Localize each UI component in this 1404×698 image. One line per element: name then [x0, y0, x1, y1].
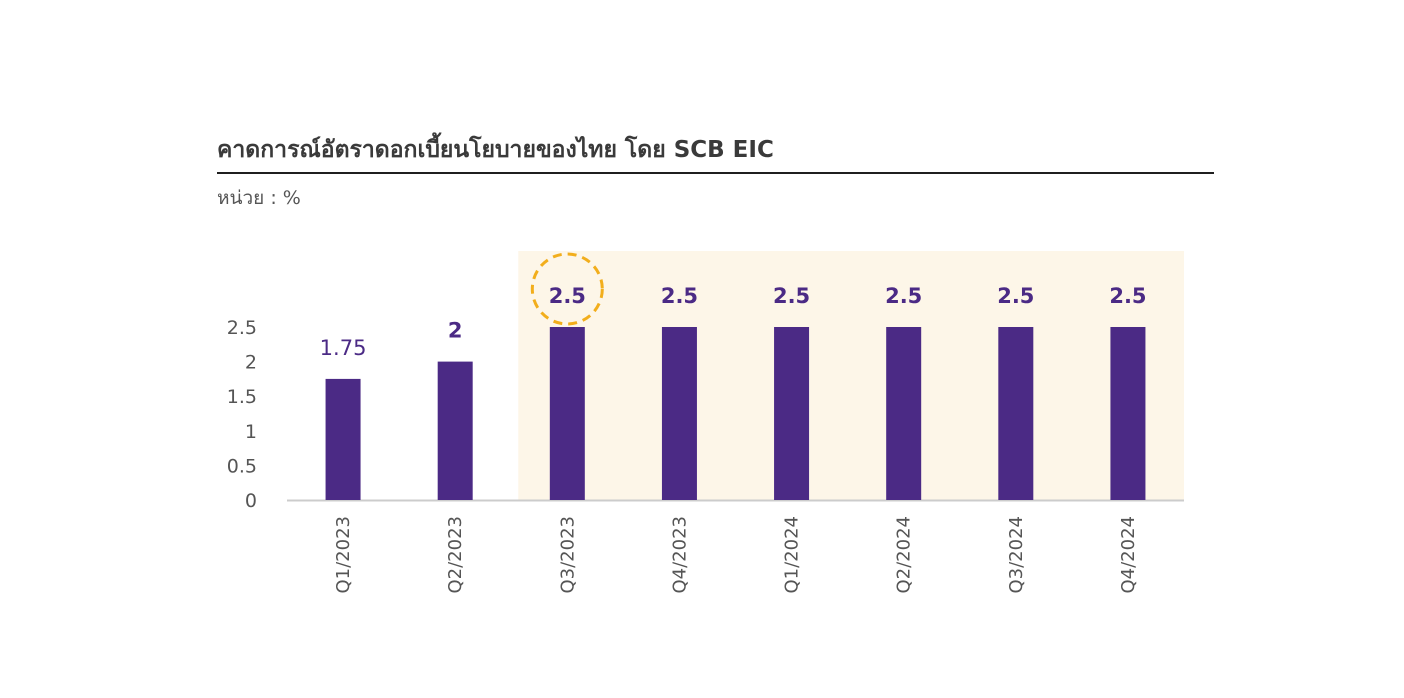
x-tick-label: Q2/2024 [894, 516, 915, 594]
title-divider [217, 172, 1214, 174]
bar [661, 327, 697, 500]
data-label: 1.75 [320, 336, 367, 360]
data-label: 2.5 [997, 284, 1034, 308]
forecast-period-highlight [518, 251, 1184, 500]
x-tick-label: Q3/2024 [1006, 516, 1027, 594]
x-tick-label: Q1/2024 [782, 516, 803, 594]
data-label: 2.5 [1109, 284, 1146, 308]
bar [1110, 327, 1146, 500]
bar [549, 327, 585, 500]
bar [886, 327, 922, 500]
y-tick-label: 0 [245, 490, 257, 512]
data-label: 2.5 [661, 284, 698, 308]
data-label: 2 [448, 319, 463, 343]
highlight-circle [530, 252, 604, 326]
x-tick-label: Q4/2024 [1118, 516, 1139, 594]
data-label: 2.5 [549, 284, 586, 308]
bar [774, 327, 810, 500]
bar [437, 361, 473, 500]
x-tick-label: Q3/2023 [557, 516, 578, 594]
data-label: 2.5 [773, 284, 810, 308]
data-label: 2.5 [885, 284, 922, 308]
chart-title: คาดการณ์อัตราดอกเบี้ยนโยบายของไทย โดย SC… [217, 137, 774, 163]
y-tick-label: 1 [245, 421, 257, 443]
y-tick-label: 0.5 [227, 455, 257, 477]
x-tick-label: Q2/2023 [445, 516, 466, 594]
x-tick-label: Q1/2023 [333, 516, 354, 594]
y-tick-label: 1.5 [227, 386, 257, 408]
y-tick-label: 2.5 [227, 317, 257, 339]
unit-label: หน่วย : % [217, 187, 301, 209]
bar [325, 378, 361, 500]
x-tick-label: Q4/2023 [669, 516, 690, 594]
y-tick-label: 2 [245, 352, 257, 374]
bar [998, 327, 1034, 500]
